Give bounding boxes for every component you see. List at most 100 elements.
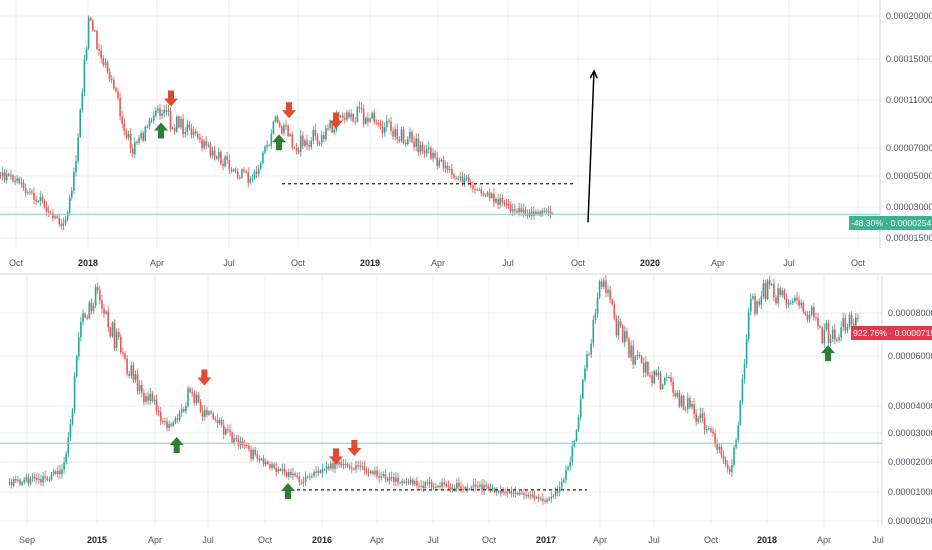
candle [220,417,223,428]
candle [236,168,239,180]
candle [460,482,462,493]
candle [229,424,231,437]
candle [88,300,91,320]
candle [394,124,396,141]
candle [113,77,115,91]
candle [535,495,538,500]
candle [552,493,555,499]
candle [8,478,11,486]
top-price-axis[interactable]: 0.00020000 0.00015000 0.00011000 0.00007000… [886,11,932,243]
candle [8,172,10,177]
candle [325,461,328,474]
candle [567,465,569,471]
candle [563,477,565,484]
bottom-time-axis[interactable]: Sep 2015 Apr Jul Oct 2016 Apr Jul Oct 2017 Apr Jul O… [19,535,884,545]
candle [342,459,345,470]
candle [477,481,479,491]
candle [178,409,181,423]
candle [397,473,399,487]
candle [486,190,489,197]
x-tick-label: Jul [223,258,235,268]
candle [10,169,12,181]
candle [187,385,189,408]
candle [424,480,427,490]
top-time-axis[interactable]: Oct 2018 Apr Jul Oct 2019 Apr Jul Oct 2020 Apr Jul O… [9,258,866,268]
candle [375,119,378,126]
candle [319,469,322,474]
candle [138,135,140,146]
candle [584,364,586,383]
candle [672,376,674,397]
y-tick-label: 0.00000200 [888,516,932,526]
candle [108,68,111,82]
candle [193,389,196,406]
candle [395,471,397,487]
candle [298,471,301,487]
candle [846,323,849,334]
buy-arrow-icon [821,345,835,362]
candle [267,459,269,466]
candle [245,169,247,174]
candle [119,92,121,121]
candle [17,476,19,483]
y-tick-label: 0.00011000 [886,95,932,105]
candle [758,298,760,308]
candle [682,394,685,411]
candle [550,491,553,503]
candle [739,399,742,426]
candle [142,130,144,143]
candle [499,193,501,209]
candle [533,490,536,502]
candle [344,112,346,124]
candle [827,319,830,346]
candle [81,88,84,113]
candle [413,136,415,152]
candle [297,146,300,155]
candle [569,456,571,471]
candle [231,431,233,444]
bottom-price-axis[interactable]: 0.00008000 0.00006000 0.00004000 0.00003000… [888,308,932,526]
candle [145,392,147,405]
candle [29,187,31,196]
candle [714,429,716,448]
candle [111,320,114,339]
candle [421,141,424,155]
candle [281,124,283,136]
candle [603,277,605,290]
candle [230,166,233,174]
candle [407,478,410,486]
candle [39,190,42,207]
candle [172,420,175,428]
x-tick-label: Jul [502,258,514,268]
candle [197,392,200,404]
candle [764,279,767,302]
candle [241,168,243,179]
candle [103,303,105,318]
candle [68,194,71,216]
candle [77,133,79,164]
candle [724,456,727,468]
candle [226,151,228,164]
candle [720,443,723,459]
candle [680,393,683,408]
candle [848,311,851,330]
candle [351,462,353,474]
candle [425,144,428,157]
candle [495,486,498,496]
candle [600,278,603,290]
bottom-panel[interactable]: 0.00008000 0.00006000 0.00004000 0.00003000… [0,275,932,545]
candle [311,473,313,479]
candle [315,465,317,478]
candle [33,472,36,482]
candle [806,310,809,323]
candle [209,141,212,158]
candle [651,371,653,387]
candle [634,354,637,366]
current-value-badge-bg [849,216,932,230]
candle [699,407,702,423]
candle [201,405,204,422]
candle [346,461,349,468]
candle [440,157,443,163]
top-panel[interactable]: 0.00020000 0.00015000 0.00011000 0.00007000… [0,0,932,268]
candle [292,467,294,480]
